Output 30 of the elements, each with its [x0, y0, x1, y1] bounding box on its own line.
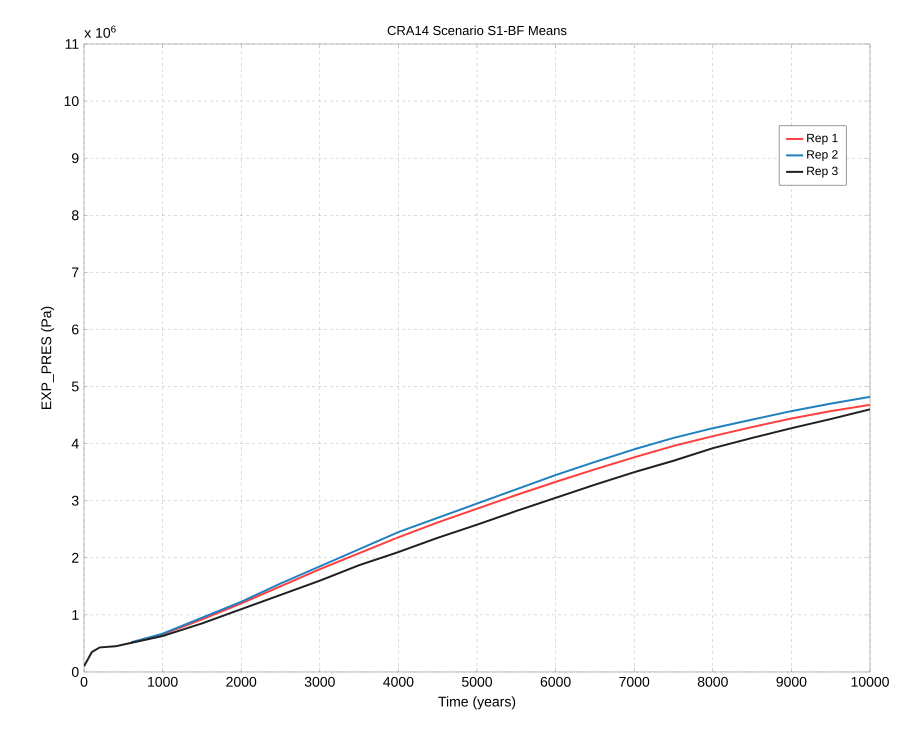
x-axis-title: Time (years): [438, 696, 516, 710]
y-tick-label: 7: [72, 268, 78, 278]
y-tick-label: 1: [72, 610, 78, 620]
legend-label: Rep 3: [807, 166, 838, 178]
y-tick-label: 10: [64, 96, 79, 106]
y-tick-label: 2: [72, 552, 78, 563]
y-axis-title: EXP_PRES (Pa): [40, 306, 54, 409]
y-tick-label: 5: [72, 382, 79, 392]
y-tick-label: 0: [72, 667, 79, 677]
x-tick-label: 1000: [148, 676, 178, 687]
x-tick-label: 9000: [776, 676, 806, 687]
x-tick-label: 4000: [383, 676, 414, 687]
x-tick-label: 6000: [540, 676, 571, 687]
legend-label: Rep 2: [807, 150, 838, 162]
x-tick-label: 10000: [852, 676, 889, 687]
y-tick-label: 9: [72, 153, 78, 164]
y-tick-label: 3: [72, 496, 79, 506]
x-tick-label: 3000: [304, 676, 335, 687]
x-tick-label: 2000: [226, 676, 256, 687]
x-tick-label: 5000: [462, 676, 492, 687]
text: x 10$^{6}$: [84, 26, 116, 38]
chart-title: CRA14 Scenario S1-BF Means: [388, 26, 566, 36]
legend-label: Rep 1: [807, 134, 838, 145]
y-tick-label: 4: [72, 438, 79, 448]
y-tick-label: 6: [72, 324, 79, 334]
y-tick-label: 8: [72, 210, 79, 220]
x-tick-label: 8000: [698, 676, 728, 687]
x-tick-label: 0: [80, 676, 88, 687]
x-tick-label: 7000: [619, 676, 650, 687]
y-tick-label: 11: [66, 39, 78, 49]
